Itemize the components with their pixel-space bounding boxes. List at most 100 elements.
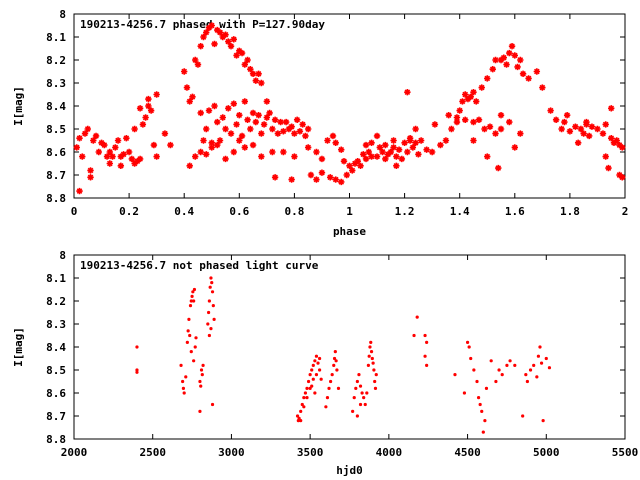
data-point — [135, 345, 139, 349]
x-tick-label: 0.2 — [119, 205, 139, 218]
data-point — [417, 137, 425, 144]
data-point — [506, 118, 513, 126]
data-point — [233, 121, 240, 128]
data-point — [210, 281, 214, 285]
data-point — [362, 141, 370, 149]
data-point — [492, 130, 499, 137]
data-point — [247, 125, 254, 133]
data-point — [483, 419, 487, 423]
data-point — [258, 153, 265, 160]
data-point — [211, 304, 215, 308]
data-point — [92, 132, 100, 140]
data-point — [486, 123, 494, 130]
y-axis-label: I[mag] — [12, 86, 25, 126]
data-point — [497, 56, 505, 64]
data-point — [484, 153, 491, 160]
data-point — [181, 386, 186, 390]
data-point — [199, 368, 204, 372]
data-point — [187, 317, 191, 321]
data-point — [365, 391, 369, 395]
data-point — [365, 148, 372, 156]
data-point — [508, 43, 516, 50]
data-point — [313, 391, 317, 395]
data-point — [404, 148, 411, 156]
data-point — [318, 155, 326, 163]
data-point — [355, 414, 359, 418]
data-point — [153, 153, 160, 160]
data-point — [393, 162, 400, 169]
data-point — [208, 144, 215, 151]
data-point — [291, 153, 298, 160]
data-point — [513, 363, 517, 367]
data-point — [142, 114, 149, 121]
data-point — [404, 89, 411, 96]
data-point — [98, 139, 105, 146]
data-point — [316, 361, 320, 365]
data-point — [255, 112, 262, 119]
data-point — [467, 345, 471, 349]
data-point — [314, 373, 319, 377]
data-point — [514, 63, 521, 71]
data-point — [227, 43, 235, 50]
data-point — [167, 141, 174, 149]
data-point — [307, 171, 315, 179]
data-point — [186, 329, 190, 333]
data-point — [372, 368, 376, 372]
data-point — [472, 368, 476, 372]
data-point — [558, 125, 565, 133]
data-point — [572, 123, 579, 130]
data-point — [288, 123, 295, 130]
data-point — [84, 125, 91, 133]
x-tick-label: 0 — [71, 205, 78, 218]
data-point — [192, 359, 196, 363]
data-point — [207, 333, 211, 338]
data-point — [382, 155, 389, 163]
data-point — [311, 363, 315, 367]
data-point — [304, 144, 312, 151]
data-point — [464, 95, 472, 103]
data-point — [412, 139, 419, 146]
data-point — [145, 102, 152, 110]
data-point — [374, 373, 378, 377]
x-axis-label: hjd0 — [336, 464, 363, 477]
data-point — [425, 363, 429, 367]
data-point — [423, 333, 427, 338]
data-point — [533, 68, 541, 75]
data-point — [249, 109, 257, 117]
data-point — [360, 151, 367, 158]
data-point — [508, 359, 512, 363]
data-point — [208, 139, 215, 146]
data-point — [362, 155, 370, 163]
data-point — [313, 148, 320, 156]
data-point — [362, 396, 366, 400]
data-point — [536, 354, 541, 358]
data-point — [236, 137, 243, 144]
data-point — [481, 125, 488, 133]
data-point — [190, 294, 194, 298]
data-point — [327, 174, 334, 181]
data-point — [308, 386, 312, 390]
data-point — [387, 148, 395, 156]
y-tick-label: 8.2 — [46, 295, 66, 308]
x-tick-label: 1.6 — [505, 205, 525, 218]
data-point — [470, 89, 477, 96]
data-point — [197, 148, 204, 156]
data-point — [219, 114, 226, 121]
data-point — [302, 396, 306, 400]
data-point — [252, 118, 260, 126]
data-point — [619, 144, 626, 151]
data-point — [332, 176, 339, 183]
data-point — [340, 158, 348, 165]
data-point — [574, 139, 582, 146]
data-point — [332, 139, 339, 146]
x-tick-label: 5000 — [533, 446, 560, 459]
data-point — [179, 363, 183, 367]
data-point — [577, 125, 585, 133]
data-point — [384, 151, 392, 158]
data-point — [547, 107, 554, 114]
data-point — [318, 169, 326, 176]
x-tick-label: 0.8 — [284, 205, 304, 218]
data-point — [563, 112, 571, 119]
data-point — [123, 135, 130, 142]
